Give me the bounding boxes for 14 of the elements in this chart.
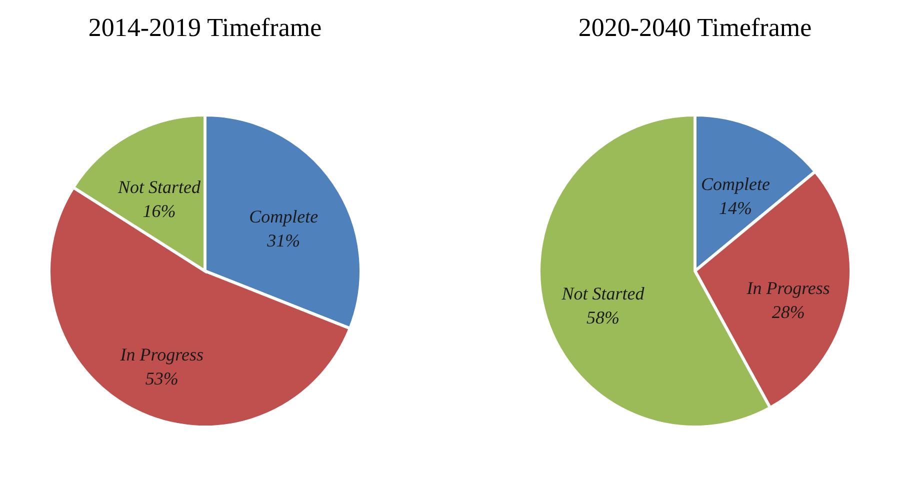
chart-title: 2020-2040 Timeframe (578, 13, 812, 42)
slice-label: Complete (700, 174, 770, 194)
chart-title: 2014-2019 Timeframe (88, 13, 322, 42)
data-label: 58% (586, 308, 620, 328)
slice-label: In Progress (119, 344, 204, 365)
slice-label: Not Started (116, 176, 202, 197)
slice-label: Not Started (560, 284, 646, 304)
data-label: 53% (145, 368, 178, 389)
data-label: 16% (142, 200, 176, 221)
data-label: 28% (772, 302, 805, 322)
slice-label: Complete (249, 206, 318, 227)
data-label: 14% (718, 198, 752, 218)
slice-label: In Progress (746, 278, 830, 298)
data-label: 31% (266, 230, 300, 251)
